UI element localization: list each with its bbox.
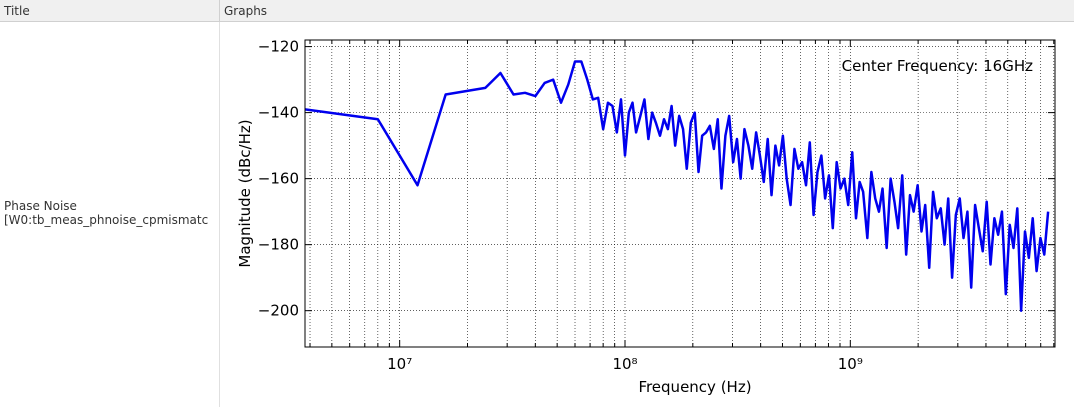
y-tick-label: −200	[258, 302, 299, 320]
row-title[interactable]: Phase Noise [W0:tb_meas_phnoise_cpmismat…	[4, 199, 219, 227]
column-header[interactable]: Title	[0, 0, 220, 22]
data-line	[305, 60, 1050, 312]
row-title-line: [W0:tb_meas_phnoise_cpmismatc	[4, 213, 209, 227]
x-tick-label: 10⁷	[387, 355, 412, 373]
x-tick-label: 10⁸	[612, 355, 637, 373]
x-axis-label: Frequency (Hz)	[638, 378, 751, 396]
annotation: Center Frequency: 16GHz	[842, 57, 1033, 75]
column-header[interactable]: Graphs	[220, 0, 1074, 22]
x-tick-label: 10⁹	[838, 355, 863, 373]
y-tick-label: −180	[258, 236, 299, 254]
y-axis-label: Magnitude (dBc/Hz)	[236, 119, 254, 267]
column-divider	[219, 22, 220, 407]
y-tick-label: −120	[258, 38, 299, 56]
y-tick-label: −160	[258, 170, 299, 188]
chart: 10⁷ 10⁸ 10⁹ −200 −180 −160 −140 −120 Center Freq…	[236, 38, 1056, 396]
row-title-line: Phase Noise	[4, 199, 77, 213]
plot-frame	[304, 39, 1056, 348]
y-tick-label: −140	[258, 104, 299, 122]
